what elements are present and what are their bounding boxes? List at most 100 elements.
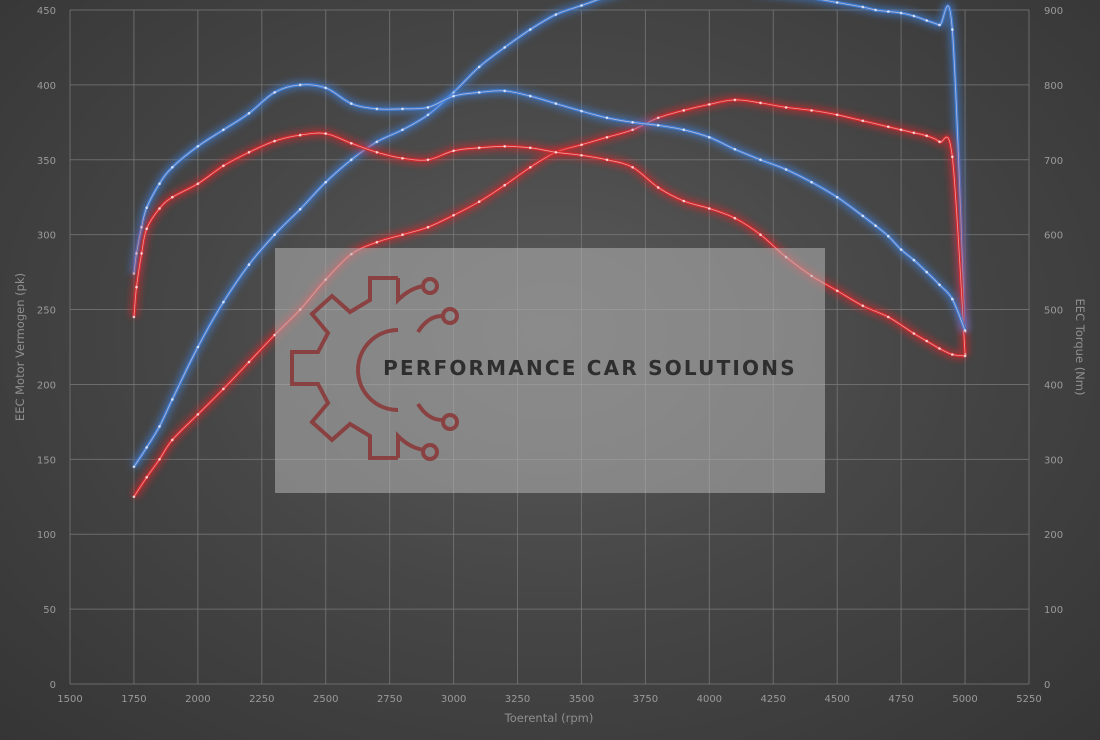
x-axis-label: Toerental (rpm) bbox=[504, 711, 594, 725]
data-point bbox=[951, 28, 954, 31]
data-point bbox=[350, 102, 353, 105]
data-point bbox=[171, 166, 174, 169]
data-point bbox=[605, 136, 609, 139]
data-point bbox=[350, 158, 353, 162]
data-point bbox=[375, 151, 379, 154]
data-point bbox=[938, 283, 941, 287]
x-tick-label: 2500 bbox=[313, 694, 338, 705]
y-left-tick-label: 450 bbox=[37, 6, 56, 17]
y-right-tick-label: 200 bbox=[1044, 530, 1063, 541]
data-point bbox=[631, 166, 634, 169]
x-tick-label: 1500 bbox=[57, 694, 82, 705]
data-point bbox=[171, 195, 174, 199]
data-point bbox=[401, 107, 404, 111]
data-point bbox=[426, 225, 430, 229]
data-point bbox=[452, 149, 455, 153]
data-point bbox=[708, 103, 711, 106]
y-left-tick-label: 50 bbox=[43, 605, 56, 616]
data-point bbox=[426, 158, 430, 162]
data-point bbox=[247, 263, 251, 266]
data-point bbox=[132, 465, 136, 469]
data-point bbox=[298, 133, 302, 137]
data-point bbox=[874, 224, 877, 227]
y-right-tick-label: 100 bbox=[1044, 605, 1063, 616]
series-line-core bbox=[133, 0, 966, 468]
data-point bbox=[899, 11, 903, 15]
data-point bbox=[503, 89, 507, 93]
data-point bbox=[401, 157, 404, 160]
y-axis-right-label: EEC Torque (Nm) bbox=[1073, 299, 1087, 396]
x-tick-label: 3000 bbox=[441, 694, 466, 705]
y-right-tick-label: 600 bbox=[1044, 231, 1063, 242]
watermark-panel bbox=[275, 248, 825, 493]
data-point bbox=[426, 106, 430, 109]
data-point bbox=[273, 91, 276, 94]
data-point bbox=[298, 83, 302, 87]
data-point bbox=[222, 164, 225, 168]
y-left-tick-label: 100 bbox=[37, 530, 56, 541]
series bbox=[129, 0, 970, 500]
data-point bbox=[145, 476, 148, 479]
data-point bbox=[222, 387, 225, 391]
data-point bbox=[733, 148, 737, 151]
data-point bbox=[158, 207, 161, 210]
y-right-tick-label: 400 bbox=[1044, 380, 1063, 391]
x-tick-label: 2750 bbox=[377, 694, 402, 705]
data-point bbox=[951, 353, 954, 356]
data-point bbox=[503, 183, 507, 187]
data-point bbox=[135, 285, 138, 289]
y-right-tick-label: 500 bbox=[1044, 306, 1063, 317]
x-tick-label: 3250 bbox=[505, 694, 530, 705]
x-tick-label: 5000 bbox=[952, 694, 977, 705]
data-point bbox=[759, 233, 762, 236]
data-point bbox=[350, 142, 353, 145]
data-point bbox=[631, 128, 634, 132]
data-point bbox=[925, 134, 928, 138]
data-point bbox=[426, 113, 430, 117]
data-point bbox=[708, 136, 711, 139]
data-point bbox=[631, 121, 634, 124]
data-point bbox=[477, 146, 481, 150]
y-right-tick-label: 300 bbox=[1044, 455, 1063, 466]
data-point bbox=[605, 116, 609, 120]
y-left-tick-label: 250 bbox=[37, 306, 56, 317]
data-point bbox=[145, 227, 148, 230]
data-point bbox=[912, 14, 916, 18]
data-point bbox=[140, 252, 143, 255]
x-tick-label: 4500 bbox=[824, 694, 849, 705]
data-point bbox=[951, 297, 954, 301]
data-point bbox=[145, 206, 148, 209]
data-point bbox=[784, 106, 788, 109]
data-point bbox=[401, 233, 404, 236]
tick-labels: 1500 1750 2000 2250 2500 2750 3000 3250 3500 3750… bbox=[37, 6, 1063, 705]
data-point bbox=[938, 140, 941, 144]
data-point bbox=[477, 200, 481, 203]
data-point bbox=[452, 94, 455, 98]
data-point bbox=[835, 195, 839, 199]
data-point bbox=[222, 128, 225, 132]
x-tick-label: 2000 bbox=[185, 694, 210, 705]
data-point bbox=[529, 166, 532, 169]
data-point bbox=[656, 186, 660, 189]
data-point bbox=[196, 145, 200, 148]
data-point bbox=[938, 347, 941, 350]
y-right-tick-label: 0 bbox=[1044, 680, 1050, 691]
data-point bbox=[145, 446, 148, 449]
data-point bbox=[158, 182, 161, 185]
data-point bbox=[273, 139, 276, 143]
data-point bbox=[132, 315, 136, 319]
x-tick-label: 1750 bbox=[121, 694, 146, 705]
data-point bbox=[247, 360, 251, 364]
data-point bbox=[477, 65, 481, 69]
data-point bbox=[682, 109, 686, 112]
data-point bbox=[861, 119, 865, 123]
data-point bbox=[273, 233, 276, 236]
data-point bbox=[132, 495, 136, 499]
data-point bbox=[784, 168, 788, 171]
data-point bbox=[554, 102, 558, 105]
data-point bbox=[912, 332, 916, 335]
data-point bbox=[503, 145, 507, 148]
data-point bbox=[887, 234, 890, 238]
data-point bbox=[810, 109, 813, 112]
data-point bbox=[899, 248, 903, 251]
